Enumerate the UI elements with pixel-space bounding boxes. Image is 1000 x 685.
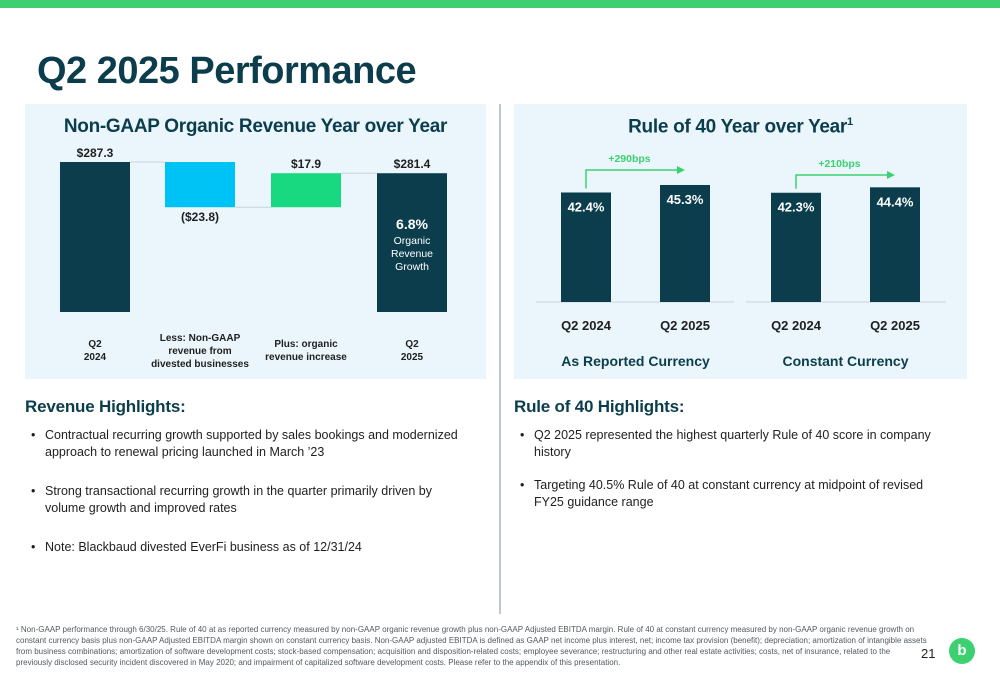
revenue-highlights-list: Contractual recurring growth supported b… bbox=[28, 427, 468, 578]
waterfall-category-label: Less: Non-GAAP revenue from divested busin… bbox=[151, 333, 249, 370]
rule40-bar bbox=[771, 192, 821, 302]
organic-growth-value: 6.8% bbox=[396, 216, 428, 232]
waterfall-bar bbox=[165, 162, 235, 208]
rule-of-40-panel: Rule of 40 Year over Year1 42.4% Q2 2024 4… bbox=[514, 104, 967, 379]
list-item: Q2 2025 represented the highest quarterl… bbox=[517, 427, 937, 461]
waterfall-value-label: $281.4 bbox=[394, 157, 431, 171]
waterfall-value-label: $17.9 bbox=[291, 157, 321, 171]
rule40-value-label: 44.4% bbox=[877, 194, 914, 209]
rule40-bar bbox=[561, 192, 611, 302]
footnote: ¹ Non-GAAP performance through 6/30/25. … bbox=[16, 625, 927, 667]
rule40-arrowhead-icon bbox=[887, 171, 895, 179]
rule40-group-label: Constant Currency bbox=[782, 353, 908, 369]
company-logo-icon: b bbox=[949, 638, 975, 664]
top-accent-bar bbox=[0, 0, 1000, 8]
rule40-arrowhead-icon bbox=[677, 166, 685, 174]
rule-of-40-title-text: Rule of 40 Year over Year bbox=[628, 116, 848, 138]
waterfall-category-label: Plus: organic revenue increase bbox=[265, 339, 347, 363]
rule40-value-label: 45.3% bbox=[667, 192, 704, 207]
rule-of-40-highlights-list: Q2 2025 represented the highest quarterl… bbox=[517, 427, 937, 527]
rule40-group-label: As Reported Currency bbox=[561, 353, 710, 369]
rule40-category-label: Q2 2025 bbox=[660, 318, 710, 333]
waterfall-bar bbox=[271, 173, 341, 208]
rule-of-40-bar-chart: 42.4% Q2 2024 45.3% Q2 2025 +290bps As Report… bbox=[536, 153, 946, 369]
organic-revenue-panel: Non-GAAP Organic Revenue Year over Year … bbox=[25, 104, 486, 379]
waterfall-value-label: $287.3 bbox=[77, 146, 114, 160]
rule40-value-label: 42.3% bbox=[778, 200, 815, 215]
waterfall-bar bbox=[377, 173, 447, 312]
rule40-value-label: 42.4% bbox=[568, 199, 605, 214]
list-item: Note: Blackbaud divested EverFi business… bbox=[28, 539, 468, 556]
rule-of-40-title-footnote-mark: 1 bbox=[847, 116, 853, 128]
rule40-bar bbox=[660, 185, 710, 302]
waterfall-bar bbox=[60, 162, 130, 312]
rule40-category-label: Q2 2025 bbox=[870, 318, 920, 333]
revenue-highlights-heading: Revenue Highlights: bbox=[25, 397, 186, 416]
waterfall-category-label: Q2 2024 bbox=[84, 339, 107, 363]
waterfall-value-label: ($23.8) bbox=[181, 210, 219, 224]
rule-of-40-chart-title: Rule of 40 Year over Year1 bbox=[514, 116, 967, 138]
list-item: Targeting 40.5% Rule of 40 at constant c… bbox=[517, 477, 937, 511]
list-item: Contractual recurring growth supported b… bbox=[28, 427, 468, 461]
rule40-change-arrow bbox=[585, 169, 679, 189]
rule40-change-arrow bbox=[795, 174, 889, 189]
rule40-change-label: +290bps bbox=[608, 153, 650, 165]
rule40-category-label: Q2 2024 bbox=[771, 318, 822, 333]
waterfall-category-label: Q2 2025 bbox=[401, 339, 424, 363]
page-title: Q2 2025 Performance bbox=[37, 50, 417, 92]
list-item: Strong transactional recurring growth in… bbox=[28, 483, 468, 517]
rule-of-40-highlights-heading: Rule of 40 Highlights: bbox=[514, 397, 685, 416]
organic-revenue-chart-title: Non-GAAP Organic Revenue Year over Year bbox=[63, 116, 448, 137]
rule40-bar bbox=[870, 187, 920, 302]
organic-revenue-waterfall-chart: $287.3 ($23.8) $17.9 $281.4 6.8% Organic Reven… bbox=[60, 146, 447, 370]
rule40-change-label: +210bps bbox=[818, 158, 860, 170]
organic-growth-label: Organic Revenue Growth bbox=[391, 235, 433, 273]
page-number: 21 bbox=[921, 646, 936, 661]
rule40-category-label: Q2 2024 bbox=[561, 318, 612, 333]
vertical-divider bbox=[499, 104, 501, 614]
